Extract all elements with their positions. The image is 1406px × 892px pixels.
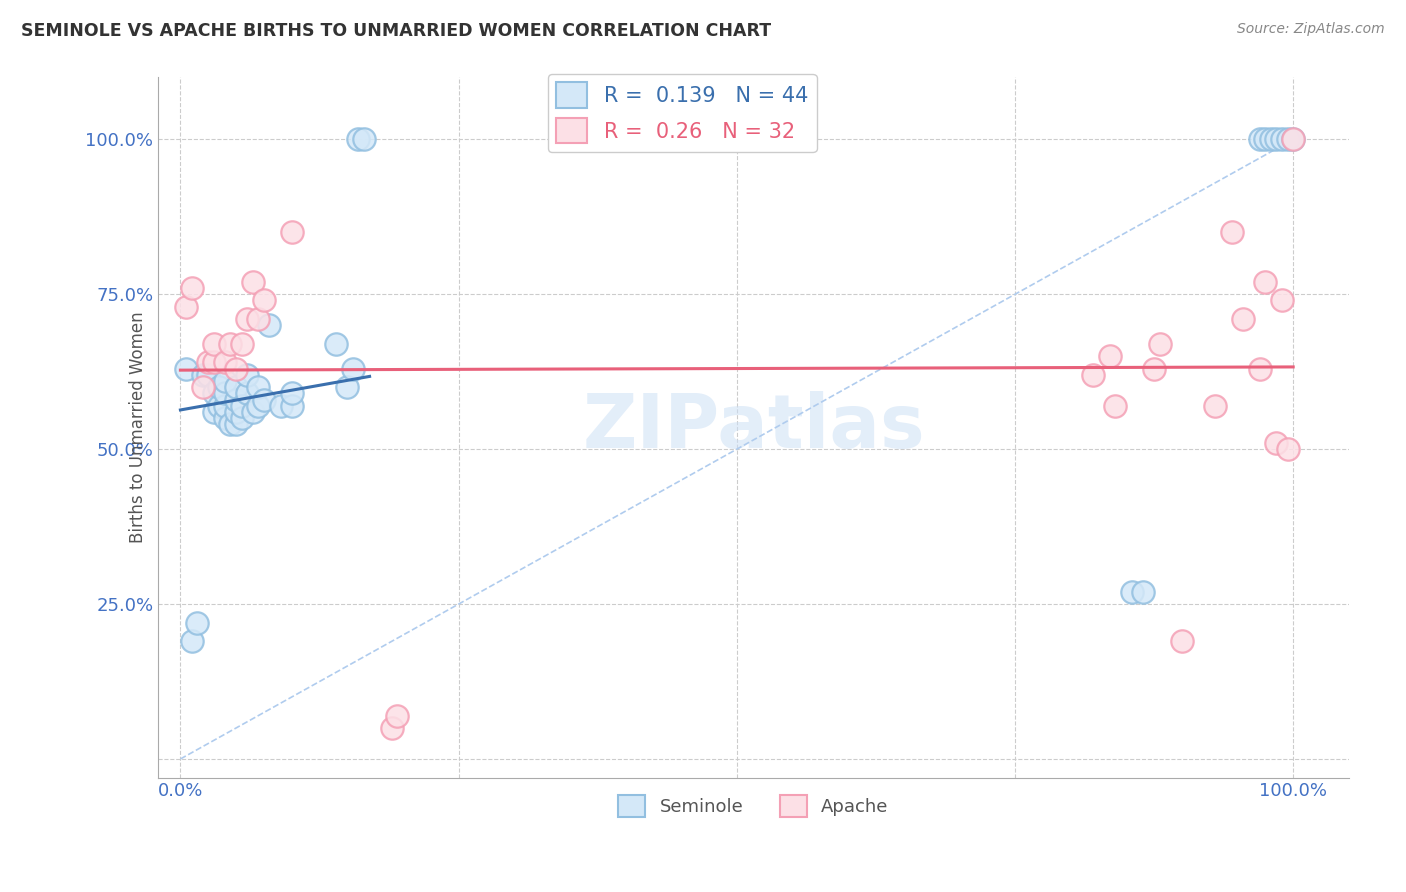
Point [381,721,404,735]
Legend: Seminole, Apache: Seminole, Apache [612,788,896,824]
Point [1098,349,1121,363]
Point [1081,368,1104,382]
Point [1277,132,1299,146]
Point [1271,132,1294,146]
Point [225,361,247,376]
Point [231,399,253,413]
Point [242,405,264,419]
Point [191,380,214,394]
Point [259,318,281,333]
Point [325,336,347,351]
Point [214,411,236,425]
Text: ZIPatlas: ZIPatlas [582,391,925,464]
Point [1249,361,1271,376]
Text: SEMINOLE VS APACHE BIRTHS TO UNMARRIED WOMEN CORRELATION CHART: SEMINOLE VS APACHE BIRTHS TO UNMARRIED W… [21,22,772,40]
Point [247,312,270,326]
Point [231,336,253,351]
Point [1121,584,1143,599]
Point [387,708,409,723]
Point [191,368,214,382]
Point [174,361,197,376]
Point [214,374,236,388]
Point [1271,293,1294,308]
Point [1260,132,1282,146]
Point [214,386,236,401]
Point [253,293,276,308]
Point [197,355,219,369]
Point [174,300,197,314]
Point [214,399,236,413]
Point [242,275,264,289]
Point [202,336,225,351]
Point [225,380,247,394]
Point [1265,132,1288,146]
Point [1232,312,1254,326]
Point [342,361,364,376]
Point [1104,399,1126,413]
Point [202,355,225,369]
Point [1254,132,1277,146]
Point [247,380,270,394]
Point [180,634,202,648]
Y-axis label: Births to Unmarried Women: Births to Unmarried Women [129,311,148,543]
Point [208,380,231,394]
Point [219,417,242,432]
Point [1149,336,1171,351]
Point [280,386,302,401]
Point [1132,584,1154,599]
Point [1277,442,1299,457]
Point [225,405,247,419]
Point [1254,275,1277,289]
Point [225,417,247,432]
Point [247,399,270,413]
Point [1265,436,1288,450]
Point [270,399,292,413]
Point [236,368,259,382]
Point [336,380,359,394]
Point [186,615,208,630]
Point [1171,634,1194,648]
Point [280,225,302,239]
Point [236,312,259,326]
Point [1143,361,1166,376]
Point [214,355,236,369]
Point [347,132,370,146]
Point [1282,132,1305,146]
Point [280,399,302,413]
Point [1249,132,1271,146]
Point [208,399,231,413]
Point [197,368,219,382]
Point [236,386,259,401]
Point [231,411,253,425]
Point [180,281,202,295]
Point [225,392,247,407]
Text: Source: ZipAtlas.com: Source: ZipAtlas.com [1237,22,1385,37]
Point [1282,132,1305,146]
Point [1204,399,1226,413]
Point [219,336,242,351]
Point [202,405,225,419]
Point [202,386,225,401]
Point [253,392,276,407]
Point [353,132,375,146]
Point [1220,225,1243,239]
